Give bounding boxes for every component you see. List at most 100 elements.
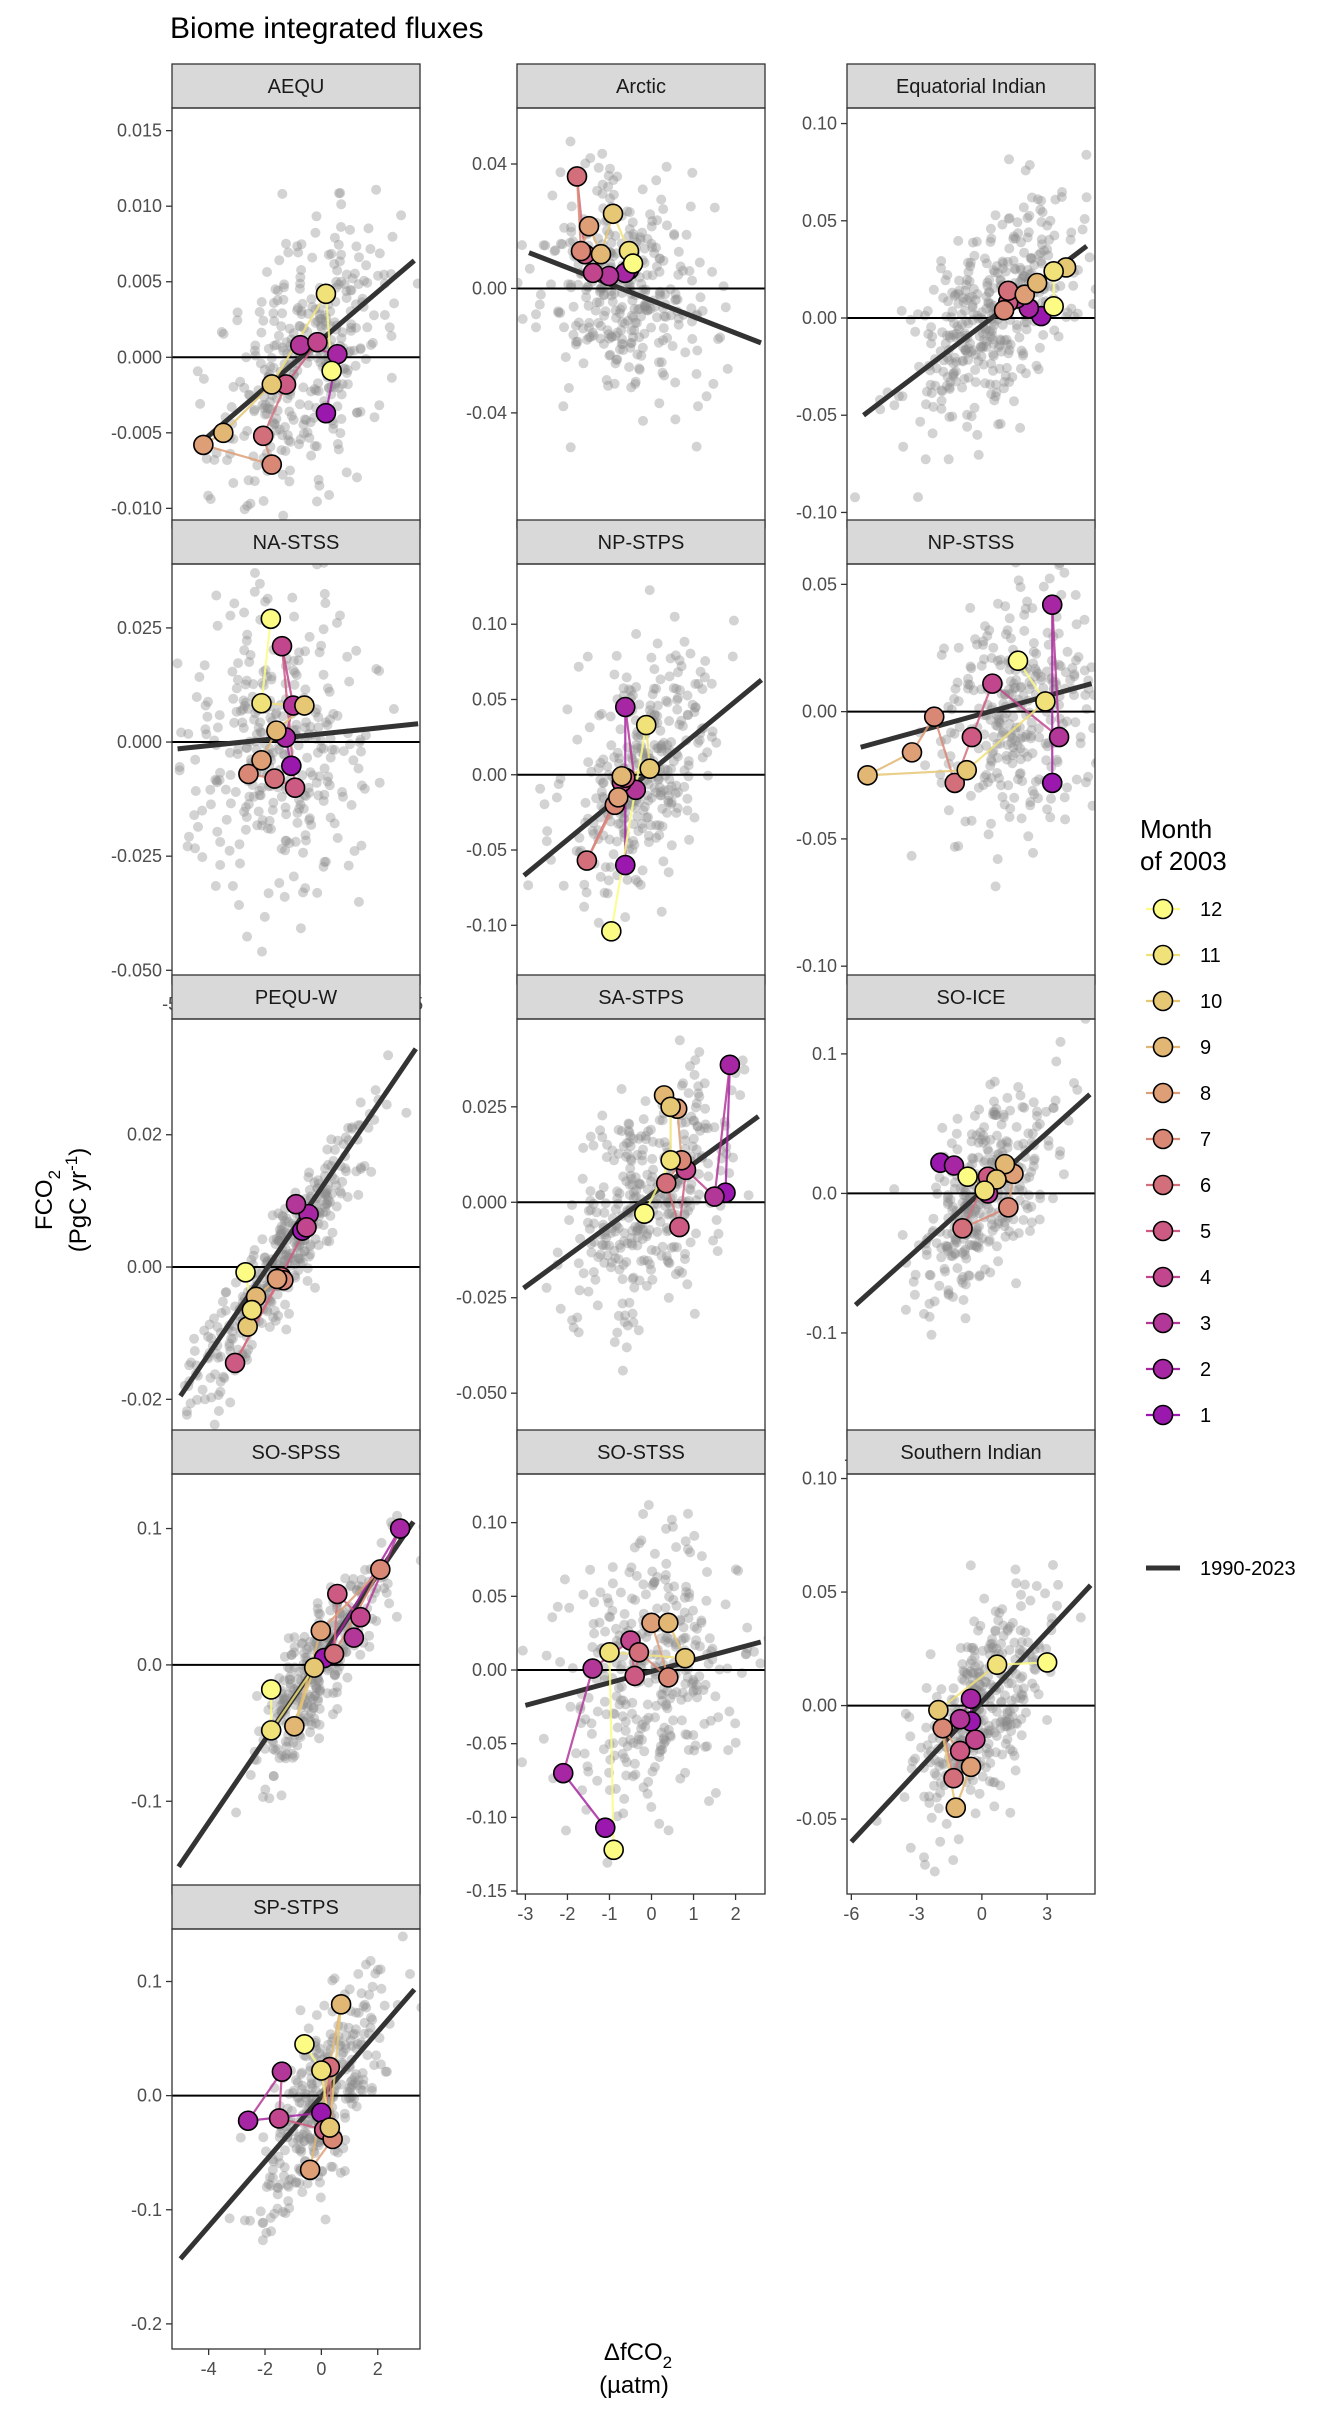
background-point xyxy=(278,294,289,305)
background-point xyxy=(1088,299,1095,309)
background-point xyxy=(305,767,316,778)
background-point xyxy=(1010,1765,1021,1776)
background-point xyxy=(956,1274,967,1285)
background-point xyxy=(572,734,583,745)
background-point xyxy=(921,1245,932,1256)
background-point xyxy=(595,757,606,768)
background-point xyxy=(568,1322,579,1333)
background-point xyxy=(682,1729,693,1740)
background-point xyxy=(662,765,673,776)
background-point xyxy=(1009,792,1020,803)
background-point xyxy=(293,247,304,258)
month-point-10 xyxy=(674,1647,696,1669)
background-point xyxy=(336,222,346,232)
background-point xyxy=(273,1235,284,1246)
background-point xyxy=(606,1257,617,1268)
background-point xyxy=(997,219,1008,230)
background-point xyxy=(994,714,1005,725)
background-point xyxy=(928,1213,939,1224)
background-point xyxy=(231,1807,242,1818)
background-point xyxy=(680,1254,690,1265)
background-point xyxy=(1032,1121,1042,1132)
background-point xyxy=(679,765,690,776)
background-point xyxy=(687,275,698,286)
background-point xyxy=(653,743,664,754)
background-point xyxy=(265,2172,275,2183)
background-point xyxy=(262,403,273,414)
background-point xyxy=(632,811,643,822)
background-point xyxy=(1033,364,1044,375)
background-point xyxy=(310,1718,321,1729)
background-point xyxy=(319,2000,330,2011)
background-point xyxy=(656,743,667,754)
background-point xyxy=(213,1390,224,1401)
background-point xyxy=(565,442,576,453)
background-point xyxy=(604,350,615,361)
background-point xyxy=(1036,258,1047,269)
background-point xyxy=(739,1064,750,1075)
background-point xyxy=(313,1240,324,1251)
background-point xyxy=(200,724,211,735)
background-point xyxy=(637,227,648,238)
background-point xyxy=(966,1655,977,1666)
background-point xyxy=(337,327,348,338)
background-point xyxy=(644,705,655,716)
background-point xyxy=(691,1144,702,1155)
background-point xyxy=(316,320,326,331)
background-point xyxy=(664,1591,675,1602)
background-point xyxy=(621,1757,632,1768)
background-point xyxy=(671,1600,682,1611)
background-point xyxy=(937,1122,948,1133)
background-point xyxy=(626,310,637,321)
background-point xyxy=(969,402,980,413)
background-point xyxy=(1026,1217,1037,1228)
background-point xyxy=(590,305,601,316)
background-point xyxy=(1012,1684,1023,1695)
background-point xyxy=(965,1666,976,1677)
background-point xyxy=(621,1138,632,1149)
background-point xyxy=(984,1747,995,1758)
background-point xyxy=(988,1642,999,1653)
background-point xyxy=(720,1599,731,1610)
background-point xyxy=(908,1276,919,1287)
panel-sp-stps-strip-label: SP-STPS xyxy=(253,1897,339,1919)
background-point xyxy=(304,1251,314,1262)
background-point xyxy=(295,923,306,934)
background-point xyxy=(945,1194,956,1205)
background-point xyxy=(669,230,680,241)
background-point xyxy=(588,1140,599,1151)
background-point xyxy=(947,411,958,422)
background-point xyxy=(647,1274,658,1285)
background-point xyxy=(936,403,947,414)
background-point xyxy=(939,1176,950,1187)
background-point xyxy=(1036,234,1047,245)
background-point xyxy=(305,1239,316,1250)
background-point xyxy=(700,656,711,666)
background-point xyxy=(329,1669,340,1680)
background-point xyxy=(632,1222,643,1233)
background-point xyxy=(963,343,974,354)
background-point xyxy=(651,261,662,272)
y-tick-label: -0.1 xyxy=(806,1323,837,1343)
background-point xyxy=(647,1766,658,1777)
background-point xyxy=(651,832,662,843)
background-point xyxy=(307,302,318,312)
background-point xyxy=(629,232,639,243)
y-tick-label: -0.02 xyxy=(121,1389,162,1409)
background-point xyxy=(671,1687,682,1698)
background-point xyxy=(567,1315,578,1326)
background-point xyxy=(268,308,279,319)
background-point xyxy=(206,1333,217,1344)
background-point xyxy=(641,301,652,312)
background-point xyxy=(1066,227,1077,238)
background-point xyxy=(648,1578,659,1589)
background-point xyxy=(215,1376,226,1387)
background-point xyxy=(700,1679,711,1690)
background-point xyxy=(995,654,1006,665)
background-point xyxy=(351,645,362,656)
background-point xyxy=(713,1228,724,1239)
y-tick-label: 0.10 xyxy=(802,114,837,134)
background-point xyxy=(535,289,546,300)
background-point xyxy=(916,1742,927,1753)
panel-pequ-w-strip-label: PEQU-W xyxy=(255,987,337,1009)
